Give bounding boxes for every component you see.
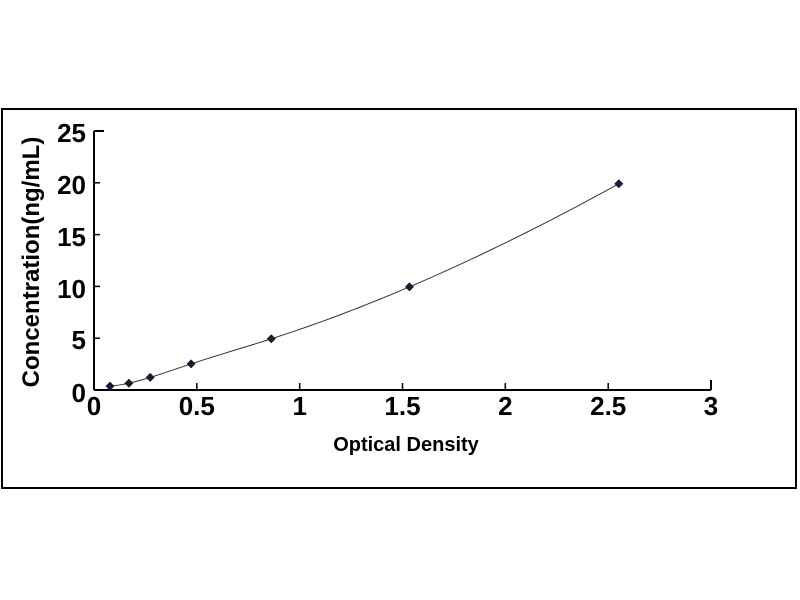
svg-text:2.5: 2.5 (590, 391, 626, 421)
svg-text:25: 25 (57, 118, 86, 148)
svg-text:Optical Density: Optical Density (333, 434, 479, 456)
svg-text:5: 5 (72, 325, 86, 355)
svg-text:2: 2 (498, 391, 512, 421)
svg-text:0: 0 (72, 378, 86, 408)
svg-text:1: 1 (292, 391, 306, 421)
svg-text:0: 0 (87, 391, 101, 421)
svg-text:Concentration(ng/mL): Concentration(ng/mL) (18, 137, 45, 388)
svg-text:1.5: 1.5 (384, 391, 420, 421)
svg-text:10: 10 (57, 274, 86, 304)
svg-text:20: 20 (57, 170, 86, 200)
svg-text:3: 3 (704, 391, 718, 421)
svg-text:15: 15 (57, 222, 86, 252)
svg-text:0.5: 0.5 (179, 391, 215, 421)
